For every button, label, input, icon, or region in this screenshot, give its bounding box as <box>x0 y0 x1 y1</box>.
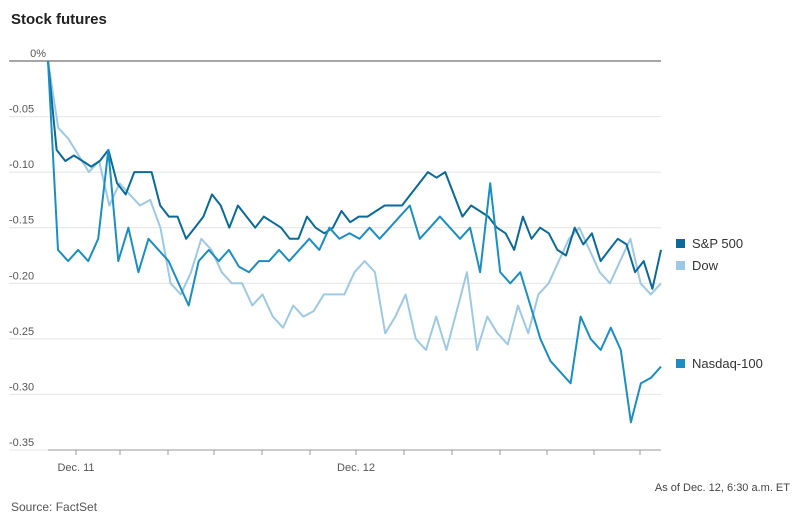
legend-label: Dow <box>692 258 719 273</box>
y-axis-ticks: 0% -0.05 -0.10 -0.15 -0.20 -0.25 -0.30 -0.35 <box>9 48 46 449</box>
gridlines <box>9 60 661 451</box>
x-axis: Dec. 11 Dec. 12 <box>48 449 661 474</box>
y-tick-label: -0.25 <box>9 326 34 338</box>
legend: S&P 500 Dow Nasdaq-100 <box>676 236 763 371</box>
y-tick-label: -0.30 <box>9 381 34 393</box>
y-tick-label: -0.10 <box>9 159 34 171</box>
source-note: Source: FactSet <box>11 500 98 514</box>
as-of-note: As of Dec. 12, 6:30 a.m. ET <box>654 482 790 494</box>
x-tick-label: Dec. 11 <box>57 462 94 474</box>
y-tick-label: -0.15 <box>9 215 34 227</box>
y-tick-label: -0.20 <box>9 270 34 282</box>
y-tick-label: 0% <box>30 48 46 60</box>
series-lines <box>47 60 662 424</box>
legend-label: S&P 500 <box>692 236 743 251</box>
series-line <box>47 60 662 424</box>
y-tick-label: -0.05 <box>9 104 34 116</box>
series-line <box>47 60 662 290</box>
y-tick-label: -0.35 <box>9 437 34 449</box>
series-line <box>47 60 662 351</box>
legend-swatch <box>676 359 685 368</box>
legend-swatch <box>676 261 685 270</box>
legend-swatch <box>676 239 685 248</box>
legend-label: Nasdaq-100 <box>692 356 763 371</box>
x-tick-label: Dec. 12 <box>337 462 375 474</box>
chart-title: Stock futures <box>11 11 107 28</box>
